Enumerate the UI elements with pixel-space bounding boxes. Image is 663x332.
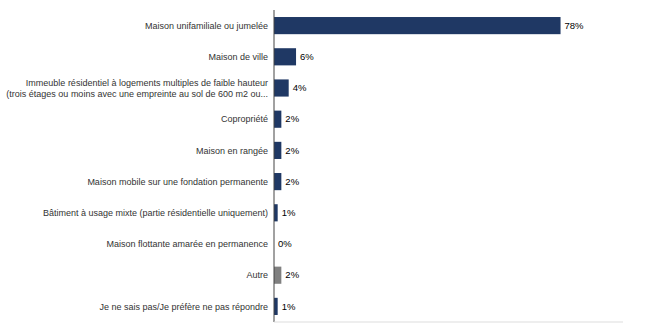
bar: [274, 267, 281, 284]
category-label: Autre: [246, 270, 268, 280]
bars: [274, 17, 561, 315]
category-label: Je ne sais pas/Je préfère ne pas répondr…: [99, 302, 268, 312]
data-label: 6%: [300, 51, 314, 62]
data-label: 2%: [285, 145, 299, 156]
chart-svg: Maison unifamiliale ou jumelée Maison de …: [0, 0, 663, 332]
bar: [274, 142, 281, 159]
x-range-line: [274, 322, 623, 323]
bar: [274, 79, 289, 96]
y-axis-line: [274, 10, 275, 322]
category-label: Maison en rangée: [196, 146, 268, 156]
bar: [274, 111, 281, 128]
category-label: Maison de ville: [208, 52, 268, 62]
data-label: 1%: [282, 301, 296, 312]
bar: [274, 17, 561, 34]
data-labels: 78% 6% 4% 2% 2% 2% 1% 0% 2% 1%: [278, 20, 584, 312]
chart-container: Maison unifamiliale ou jumelée Maison de …: [0, 0, 663, 332]
bar: [274, 173, 281, 190]
category-label: Immeuble résidentiel à logements multipl…: [6, 78, 268, 99]
data-label: 0%: [278, 238, 292, 249]
data-label: 2%: [285, 176, 299, 187]
category-labels: Maison unifamiliale ou jumelée Maison de …: [6, 21, 268, 312]
category-label: Maison flottante amarée en permanence: [106, 239, 268, 249]
data-label: 1%: [282, 207, 296, 218]
data-label: 78%: [565, 20, 585, 31]
category-label: Bâtiment à usage mixte (partie résidenti…: [43, 208, 268, 218]
bar: [274, 298, 278, 315]
bar: [274, 204, 278, 221]
data-label: 2%: [285, 269, 299, 280]
category-label: Maison mobile sur une fondation permanen…: [87, 177, 268, 187]
data-label: 2%: [285, 113, 299, 124]
category-label: Maison unifamiliale ou jumelée: [145, 21, 268, 31]
category-label: Copropriété: [221, 114, 268, 124]
bar: [274, 48, 296, 65]
data-label: 4%: [293, 82, 307, 93]
